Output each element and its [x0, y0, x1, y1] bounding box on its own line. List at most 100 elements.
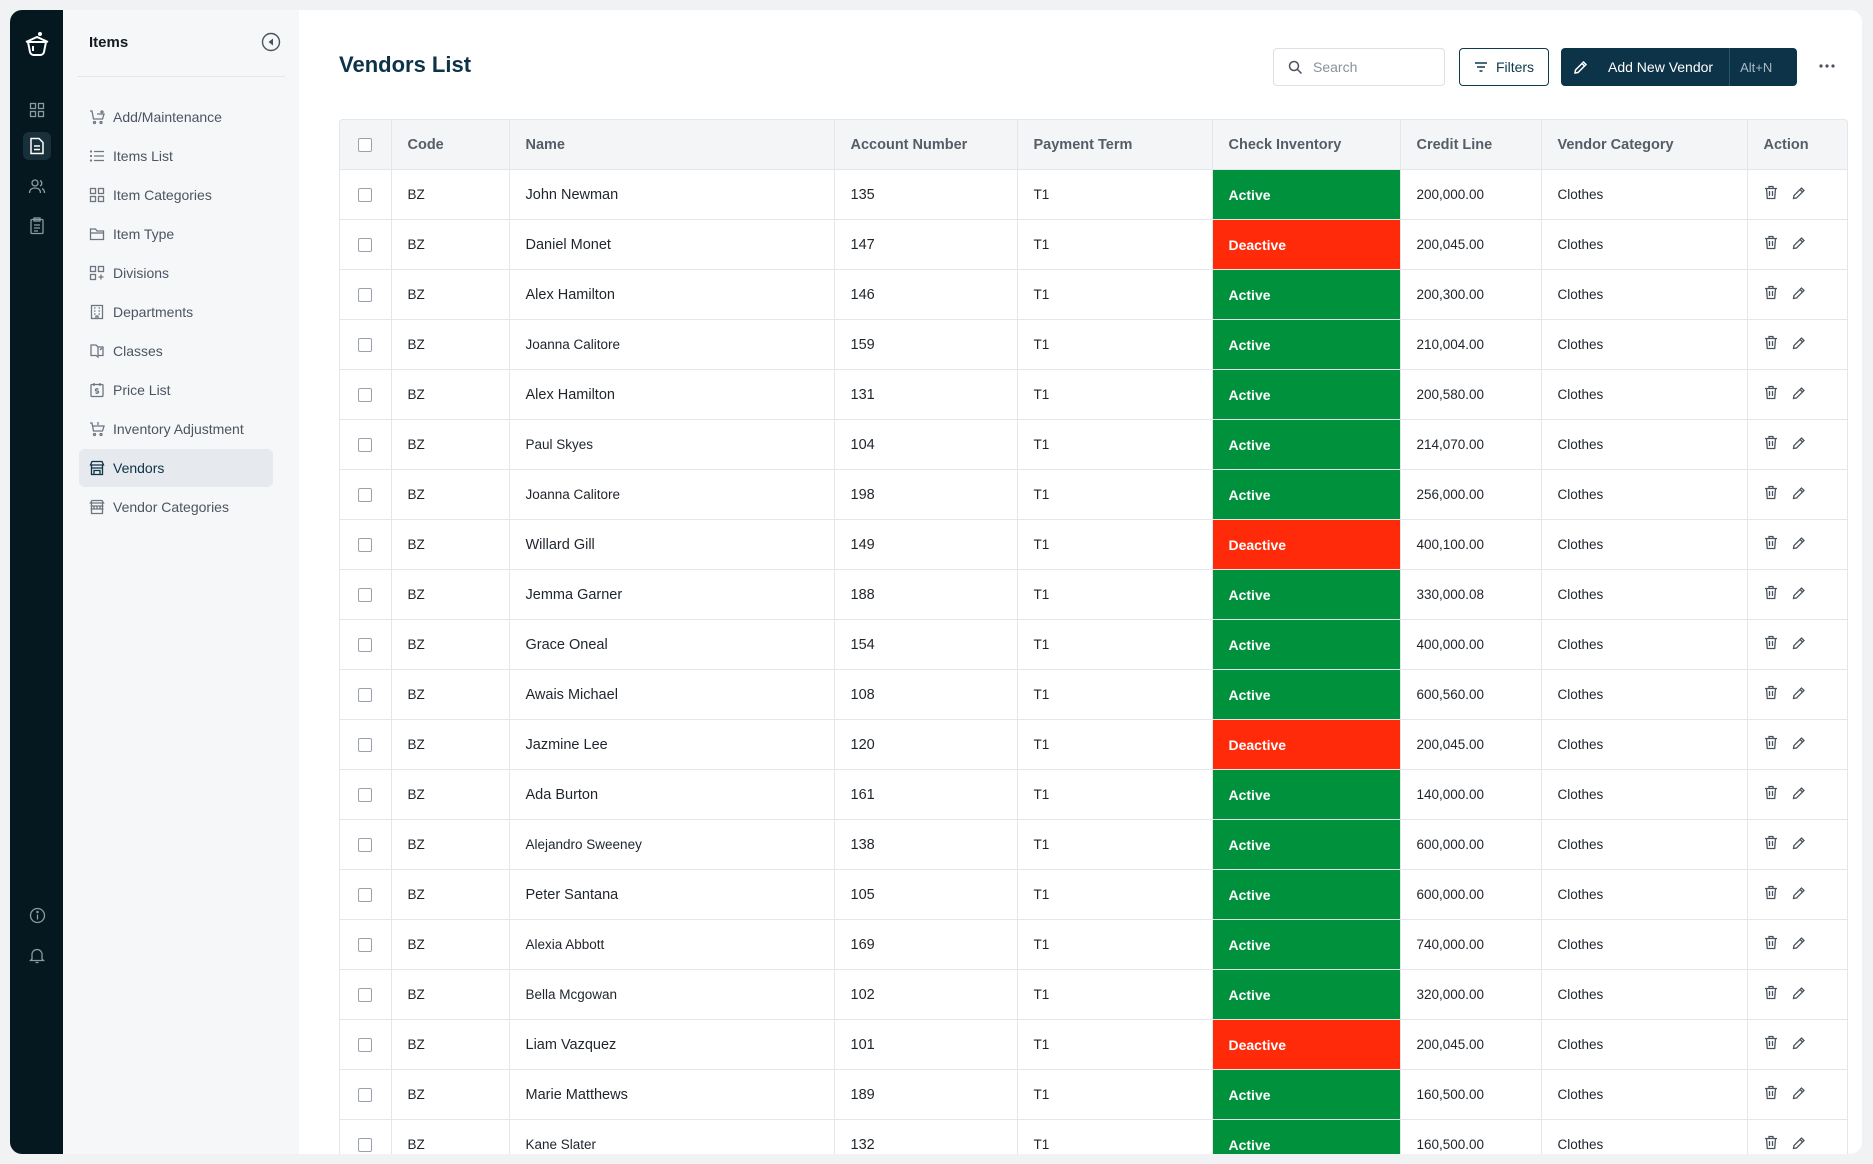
edit-icon[interactable]: [1792, 386, 1806, 404]
row-checkbox[interactable]: [340, 969, 392, 1020]
delete-icon[interactable]: [1764, 335, 1778, 354]
sidebar-item-items-list[interactable]: Items List: [79, 137, 273, 175]
delete-icon[interactable]: [1764, 1085, 1778, 1104]
sidebar-item-departments[interactable]: Departments: [79, 293, 273, 331]
sidebar-item-add-maintenance[interactable]: Add/Maintenance: [79, 98, 273, 136]
table-row[interactable]: BZ Willard Gill 149 T1 Deactive 400,100.00 Clo…: [340, 519, 1847, 570]
delete-icon[interactable]: [1764, 585, 1778, 604]
edit-icon[interactable]: [1792, 336, 1806, 354]
edit-icon[interactable]: [1792, 1086, 1806, 1104]
edit-icon[interactable]: [1792, 486, 1806, 504]
table-row[interactable]: BZ Alejandro Sweeney 138 T1 Active 600,000.00…: [340, 819, 1847, 870]
table-row[interactable]: BZ Liam Vazquez 101 T1 Deactive 200,045.00 Clo…: [340, 1019, 1847, 1070]
delete-icon[interactable]: [1764, 1035, 1778, 1054]
row-checkbox[interactable]: [340, 419, 392, 470]
clipboard-icon[interactable]: [23, 212, 51, 240]
table-row[interactable]: BZ John Newman 135 T1 Active 200,000.00 Clothe…: [340, 169, 1847, 220]
collapse-sidebar-icon[interactable]: [261, 32, 281, 52]
row-checkbox[interactable]: [340, 1119, 392, 1154]
table-row[interactable]: BZ Daniel Monet 147 T1 Deactive 200,045.00 Clo…: [340, 219, 1847, 270]
edit-icon[interactable]: [1792, 986, 1806, 1004]
sidebar-item-vendor-categories[interactable]: Vendor Categories: [79, 488, 273, 526]
row-checkbox[interactable]: [340, 169, 392, 220]
table-row[interactable]: BZ Paul Skyes 104 T1 Active 214,070.00 Clothes: [340, 419, 1847, 470]
sidebar-item-item-categories[interactable]: Item Categories: [79, 176, 273, 214]
row-checkbox[interactable]: [340, 519, 392, 570]
table-row[interactable]: BZ Jemma Garner 188 T1 Active 330,000.08 Cloth…: [340, 569, 1847, 620]
edit-icon[interactable]: [1792, 236, 1806, 254]
filters-button[interactable]: Filters: [1459, 48, 1549, 86]
table-row[interactable]: BZ Alexia Abbott 169 T1 Active 740,000.00 Clot…: [340, 919, 1847, 970]
column-header-credit-line[interactable]: Credit Line: [1400, 120, 1542, 170]
row-checkbox[interactable]: [340, 1069, 392, 1120]
edit-icon[interactable]: [1792, 436, 1806, 454]
sidebar-item-inventory-adjustment[interactable]: Inventory Adjustment: [79, 410, 273, 448]
row-checkbox[interactable]: [340, 469, 392, 520]
row-checkbox[interactable]: [340, 219, 392, 270]
edit-icon[interactable]: [1792, 536, 1806, 554]
row-checkbox[interactable]: [340, 1019, 392, 1070]
edit-icon[interactable]: [1792, 736, 1806, 754]
delete-icon[interactable]: [1764, 885, 1778, 904]
delete-icon[interactable]: [1764, 385, 1778, 404]
sidebar-item-item-type[interactable]: Item Type: [79, 215, 273, 253]
dashboard-icon[interactable]: [23, 96, 51, 124]
table-row[interactable]: BZ Grace Oneal 154 T1 Active 400,000.00 Clothe…: [340, 619, 1847, 670]
row-checkbox[interactable]: [340, 919, 392, 970]
table-row[interactable]: BZ Joanna Calitore 198 T1 Active 256,000.00 Cl…: [340, 469, 1847, 520]
delete-icon[interactable]: [1764, 285, 1778, 304]
users-icon[interactable]: [23, 172, 51, 200]
edit-icon[interactable]: [1792, 286, 1806, 304]
info-icon[interactable]: [23, 901, 51, 929]
more-options-icon[interactable]: [1815, 56, 1839, 76]
row-checkbox[interactable]: [340, 569, 392, 620]
delete-icon[interactable]: [1764, 185, 1778, 204]
row-checkbox[interactable]: [340, 869, 392, 920]
sidebar-item-classes[interactable]: Classes: [79, 332, 273, 370]
edit-icon[interactable]: [1792, 1036, 1806, 1054]
delete-icon[interactable]: [1764, 735, 1778, 754]
row-checkbox[interactable]: [340, 669, 392, 720]
sidebar-item-vendors[interactable]: Vendors: [79, 449, 273, 487]
logo-icon[interactable]: [20, 28, 54, 62]
table-row[interactable]: BZ Kane Slater 132 T1 Active 160,500.00 Clothe…: [340, 1119, 1847, 1154]
row-checkbox[interactable]: [340, 619, 392, 670]
add-new-vendor-button[interactable]: Add New Vendor Alt+N: [1561, 48, 1797, 86]
edit-icon[interactable]: [1792, 886, 1806, 904]
row-checkbox[interactable]: [340, 319, 392, 370]
sidebar-item-price-list[interactable]: Price List: [79, 371, 273, 409]
column-header-payment-term[interactable]: Payment Term: [1017, 120, 1213, 170]
row-checkbox[interactable]: [340, 769, 392, 820]
delete-icon[interactable]: [1764, 785, 1778, 804]
table-row[interactable]: BZ Peter Santana 105 T1 Active 600,000.00 Clot…: [340, 869, 1847, 920]
row-checkbox[interactable]: [340, 719, 392, 770]
search-input[interactable]: Search: [1273, 48, 1445, 86]
table-row[interactable]: BZ Bella Mcgowan 102 T1 Active 320,000.00 Clot…: [340, 969, 1847, 1020]
column-header-check-inventory[interactable]: Check Inventory: [1212, 120, 1401, 170]
delete-icon[interactable]: [1764, 685, 1778, 704]
delete-icon[interactable]: [1764, 835, 1778, 854]
table-row[interactable]: BZ Joanna Calitore 159 T1 Active 210,004.00 Cl…: [340, 319, 1847, 370]
delete-icon[interactable]: [1764, 635, 1778, 654]
column-header-action[interactable]: Action: [1747, 120, 1847, 170]
edit-icon[interactable]: [1792, 786, 1806, 804]
table-row[interactable]: BZ Alex Hamilton 146 T1 Active 200,300.00 Clot…: [340, 269, 1847, 320]
row-checkbox[interactable]: [340, 269, 392, 320]
table-row[interactable]: BZ Awais Michael 108 T1 Active 600,560.00 Clot…: [340, 669, 1847, 720]
sidebar-item-divisions[interactable]: Divisions: [79, 254, 273, 292]
delete-icon[interactable]: [1764, 435, 1778, 454]
delete-icon[interactable]: [1764, 485, 1778, 504]
row-checkbox[interactable]: [340, 819, 392, 870]
delete-icon[interactable]: [1764, 935, 1778, 954]
row-checkbox[interactable]: [340, 369, 392, 420]
edit-icon[interactable]: [1792, 836, 1806, 854]
column-header-vendor-category[interactable]: Vendor Category: [1541, 120, 1748, 170]
table-row[interactable]: BZ Alex Hamilton 131 T1 Active 200,580.00 Clot…: [340, 369, 1847, 420]
delete-icon[interactable]: [1764, 235, 1778, 254]
bell-icon[interactable]: [23, 941, 51, 969]
select-all-checkbox[interactable]: [340, 120, 392, 170]
edit-icon[interactable]: [1792, 686, 1806, 704]
table-row[interactable]: BZ Marie Matthews 189 T1 Active 160,500.00 Clo…: [340, 1069, 1847, 1120]
delete-icon[interactable]: [1764, 985, 1778, 1004]
table-row[interactable]: BZ Ada Burton 161 T1 Active 140,000.00 Clothes: [340, 769, 1847, 820]
